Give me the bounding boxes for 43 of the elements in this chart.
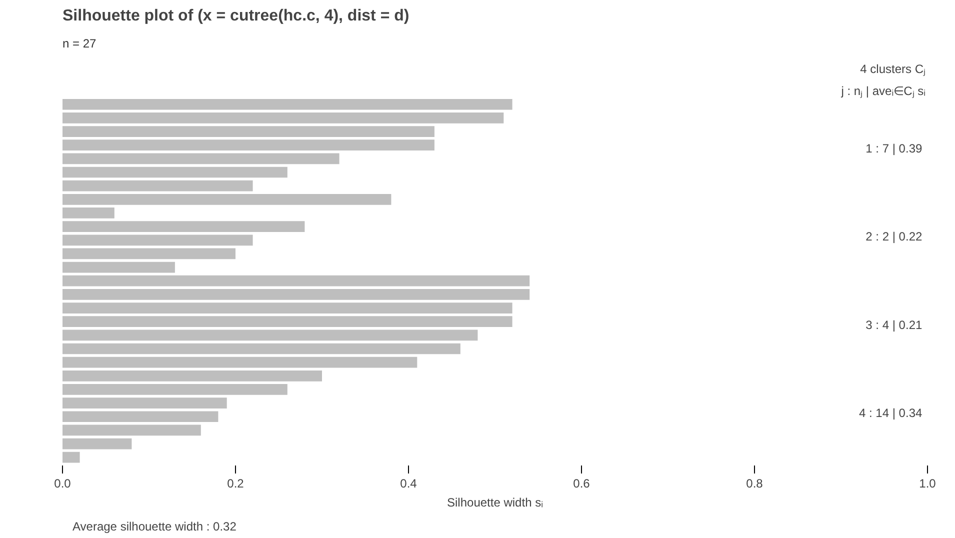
x-tick-label: 0.4 <box>400 476 418 490</box>
x-tick-label: 0.0 <box>54 476 72 490</box>
bar <box>62 330 478 341</box>
text: 4 clusters Cⱼ <box>860 62 926 76</box>
annotation: 2 : 2 | 0.22 <box>866 230 922 244</box>
chart-title: Silhouette plot of (x = cutree(hc.c, 4), dist = d) <box>62 8 410 24</box>
bar <box>62 289 530 300</box>
x-tick-label: 0.2 <box>227 476 244 490</box>
bar <box>62 398 227 408</box>
bar <box>62 98 512 110</box>
bar <box>62 194 392 205</box>
bar <box>62 248 236 260</box>
bar <box>62 221 305 232</box>
bar <box>62 411 218 422</box>
bar <box>62 166 288 178</box>
x-tick-label: 0.6 <box>573 476 590 490</box>
bar <box>62 424 201 436</box>
bar <box>62 452 80 463</box>
bar <box>62 438 132 450</box>
bar <box>62 234 253 246</box>
annotation: 3 : 4 | 0.21 <box>866 318 922 332</box>
x-tick-label: 1.0 <box>919 476 936 490</box>
bar <box>62 370 322 382</box>
bar <box>62 262 175 273</box>
bar <box>62 356 418 368</box>
bar <box>62 180 253 192</box>
text: Average silhouette width : 0.32 <box>72 520 237 534</box>
bar <box>62 126 434 137</box>
bar <box>62 343 460 354</box>
bar <box>62 275 530 286</box>
x-axis-title: Silhouette width sᵢ <box>447 496 544 510</box>
bar <box>62 302 512 314</box>
annotation: 1 : 7 | 0.39 <box>866 141 922 156</box>
bar <box>62 384 288 395</box>
bar <box>62 140 434 151</box>
bar <box>62 316 512 328</box>
bar <box>62 208 114 218</box>
bar <box>62 112 504 124</box>
bar <box>62 153 340 164</box>
annotation: j : nⱼ | aveᵢ∈Cⱼ sᵢ <box>840 84 926 98</box>
chart-subtitle: n = 27 <box>62 36 97 50</box>
annotation: 4 : 14 | 0.34 <box>859 406 922 420</box>
x-tick-label: 0.8 <box>746 476 764 490</box>
